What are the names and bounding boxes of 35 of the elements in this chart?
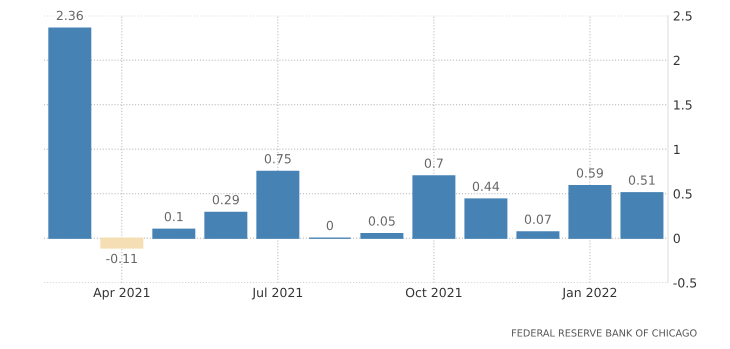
- y-tick-label: 2.5: [674, 11, 692, 21]
- data-label: 0.05: [368, 216, 395, 226]
- y-tick-label: 1.5: [674, 100, 692, 110]
- x-tick-label: Apr 2021: [93, 288, 150, 300]
- data-label: 2.36: [56, 10, 83, 20]
- bar: [152, 228, 196, 239]
- bar: [464, 198, 508, 239]
- data-label: 0.1: [164, 212, 183, 222]
- bar: [256, 170, 300, 239]
- bar: [48, 27, 92, 239]
- data-label: 0.75: [264, 154, 291, 164]
- y-tick-label: 2: [674, 56, 680, 65]
- y-tick-label: 0.5: [674, 189, 692, 199]
- bar: [412, 175, 456, 239]
- y-tick-label: 1: [674, 144, 680, 154]
- bar: [204, 212, 248, 239]
- data-label: 0: [326, 220, 334, 230]
- bar: [516, 231, 560, 239]
- data-label: 0.51: [628, 175, 655, 185]
- x-tick-label: Jul 2021: [252, 288, 302, 300]
- data-label: 0.7: [424, 158, 443, 168]
- bar: [620, 192, 664, 239]
- x-tick-label: Oct 2021: [406, 288, 462, 298]
- bar: [360, 233, 404, 239]
- data-label: 0.29: [212, 194, 239, 204]
- data-label: -0.11: [106, 254, 137, 264]
- x-tick-label: Jan 2022: [562, 288, 616, 300]
- text: FEDERAL RESERVE BANK OF CHICAGO: [512, 329, 697, 337]
- y-tick-label: -0.5: [673, 278, 696, 288]
- bar: [568, 184, 612, 239]
- data-label: 0.59: [576, 168, 603, 178]
- bar: [100, 238, 144, 249]
- y-tick-label: 0: [674, 234, 680, 244]
- data-label: 0.07: [524, 214, 551, 224]
- data-label: 0.44: [472, 182, 500, 192]
